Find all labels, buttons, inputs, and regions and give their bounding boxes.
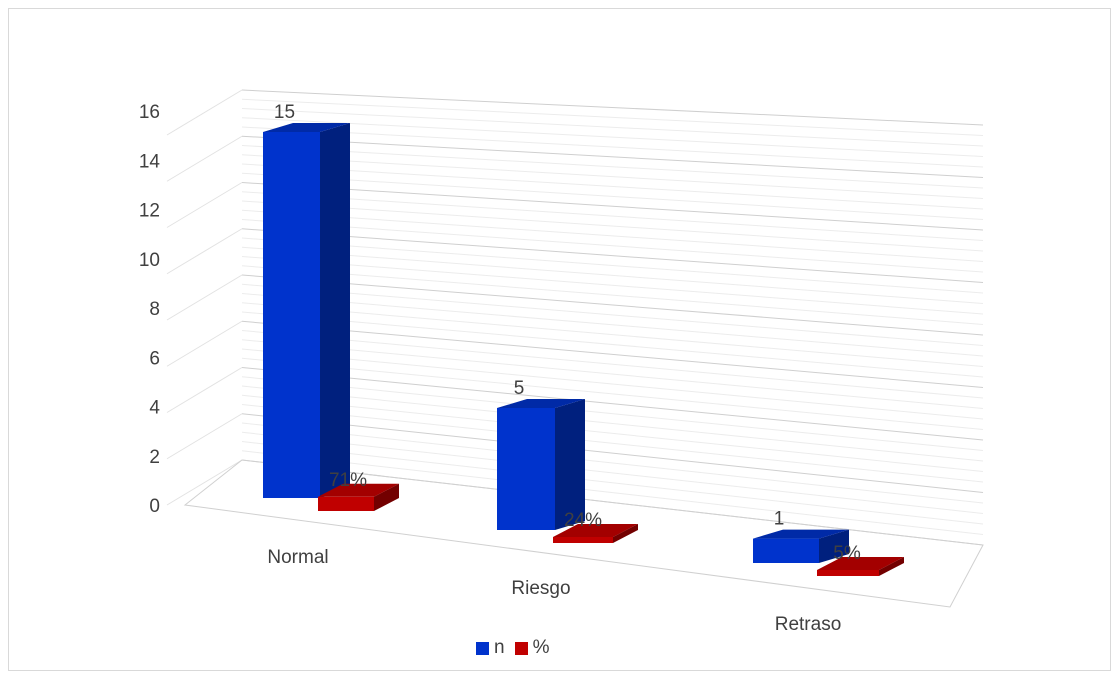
y-tick-label: 6 xyxy=(149,348,160,369)
bar-n-retraso xyxy=(753,529,849,563)
category-label-retraso: Retraso xyxy=(775,614,842,635)
y-tick-label: 0 xyxy=(149,496,160,517)
bar-n-riesgo xyxy=(497,399,585,530)
side-wall-line xyxy=(166,459,243,506)
gridline-minor xyxy=(241,154,984,199)
side-wall-line xyxy=(166,274,243,321)
gridline-major xyxy=(241,89,984,126)
gridline-minor xyxy=(241,404,984,483)
gridline-major xyxy=(241,182,984,231)
legend: n % xyxy=(476,637,559,659)
legend-label-pct: % xyxy=(532,637,550,658)
gridline-minor xyxy=(241,246,984,304)
gridline-major xyxy=(241,228,984,283)
bar-pct-normal xyxy=(318,483,399,511)
gridline-minor xyxy=(241,311,984,378)
gridline-minor xyxy=(241,376,984,451)
gridline-minor xyxy=(241,108,984,147)
gridline-minor xyxy=(241,357,984,430)
gridline-minor xyxy=(241,256,984,315)
gridline-minor xyxy=(241,163,984,210)
y-tick-label: 10 xyxy=(139,250,160,271)
gridline-minor xyxy=(241,219,984,273)
gridlines xyxy=(166,89,984,608)
gridline-minor xyxy=(241,117,984,157)
gridline-major xyxy=(241,274,984,336)
data-label-pct: 5% xyxy=(833,543,861,564)
bar-pct-retraso xyxy=(817,557,904,576)
category-labels: Normal Riesgo Retraso xyxy=(267,547,841,635)
gridline-minor xyxy=(241,302,984,367)
gridline-major xyxy=(241,320,984,388)
gridline-minor xyxy=(241,431,984,514)
gridline-minor xyxy=(241,422,984,504)
legend-swatch-pct xyxy=(514,641,528,655)
legend-swatch-n xyxy=(476,641,489,655)
y-axis: 0 2 4 6 8 10 12 14 16 xyxy=(139,102,161,517)
gridline-minor xyxy=(241,209,984,262)
side-wall-line xyxy=(166,413,243,460)
gridline-minor xyxy=(241,172,984,220)
gridline-minor xyxy=(241,293,984,357)
data-label-n: 15 xyxy=(274,102,295,123)
y-tick-label: 12 xyxy=(139,201,160,222)
data-label-n: 5 xyxy=(514,378,525,399)
side-wall-line xyxy=(166,135,243,182)
gridline-minor xyxy=(241,237,984,294)
gridline-minor xyxy=(241,200,984,252)
gridline-minor xyxy=(241,385,984,462)
legend-label-n: n xyxy=(494,637,505,658)
gridline-minor xyxy=(241,394,984,472)
y-tick-label: 2 xyxy=(149,447,160,468)
gridline-minor xyxy=(241,348,984,420)
side-wall-line xyxy=(166,367,243,413)
gridline-minor xyxy=(241,191,984,241)
bars: 15 71% 5 24% 1 5% xyxy=(263,102,904,576)
legend-item-n: n xyxy=(476,637,505,659)
side-wall-line xyxy=(166,89,243,136)
category-label-normal: Normal xyxy=(267,547,328,568)
y-tick-label: 16 xyxy=(139,102,160,123)
gridline-minor xyxy=(241,126,984,168)
y-tick-label: 4 xyxy=(149,398,160,419)
data-label-pct: 24% xyxy=(564,510,602,531)
data-label-pct: 71% xyxy=(329,470,367,491)
y-tick-label: 14 xyxy=(139,151,161,172)
gridline-minor xyxy=(241,339,984,409)
gridline-minor xyxy=(241,145,984,189)
gridline-major xyxy=(241,413,984,493)
gridline-minor xyxy=(241,330,984,399)
gridline-minor xyxy=(241,283,984,346)
gridline-minor xyxy=(241,441,984,525)
gridline-major xyxy=(241,135,984,178)
gridline-minor xyxy=(241,98,984,136)
gridline-minor xyxy=(241,265,984,325)
side-wall-line xyxy=(166,320,243,367)
bar-pct-riesgo xyxy=(553,524,638,543)
side-wall-line xyxy=(166,182,243,228)
gridline-minor xyxy=(241,450,984,535)
bar-n-normal xyxy=(263,123,350,498)
data-label-n: 1 xyxy=(774,509,785,530)
floor xyxy=(183,459,984,608)
side-wall-line xyxy=(166,228,243,275)
category-label-riesgo: Riesgo xyxy=(511,578,570,599)
legend-item-pct: % xyxy=(514,637,550,659)
y-tick-label: 8 xyxy=(149,299,160,320)
gridline-major xyxy=(241,367,984,441)
